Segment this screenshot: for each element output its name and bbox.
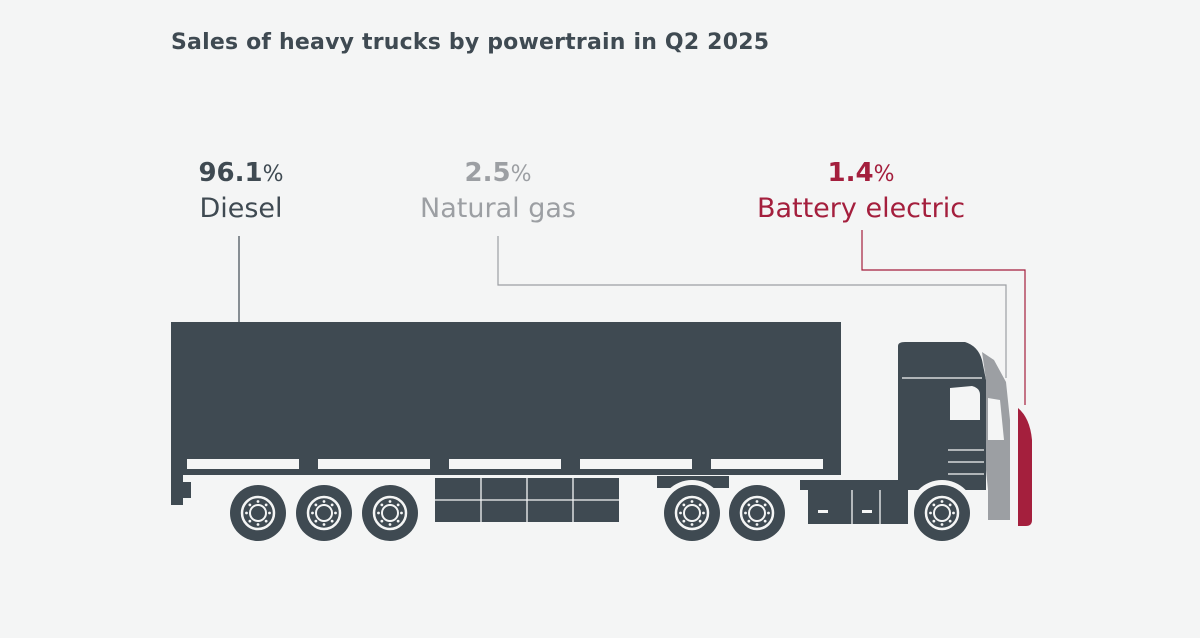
trailer-rail-slots [187,459,823,469]
wheel-icon [659,480,725,546]
category-natural-gas: Natural gas [420,193,576,224]
wheel-icon [225,480,291,546]
wheel-icon [291,480,357,546]
trailer-box [171,322,841,453]
toolbox-seams [435,478,619,522]
value-battery-electric: 1.4% [731,158,991,190]
cab-body [898,342,986,490]
fuel-tank [808,490,908,524]
value-unit-battery-electric: % [873,162,895,187]
value-unit-natural-gas: % [510,162,532,187]
trailer-rear-bumper [171,475,183,505]
label-battery-electric: 1.4% Battery electric [731,158,991,226]
category-diesel: Diesel [199,193,283,224]
leader-line-battery-electric [861,230,1026,405]
wheel-icon [724,480,790,546]
cab-grille [948,449,984,475]
value-number-battery-electric: 1.4 [827,158,874,188]
cab-window [950,386,980,420]
wheels [225,480,975,546]
label-natural-gas: 2.5% Natural gas [398,158,598,226]
value-diesel: 96.1% [171,158,311,190]
fuel-tank-seams [851,490,881,524]
value-number-natural-gas: 2.5 [464,158,511,188]
tractor [800,342,1032,526]
chassis [800,480,910,490]
trailer [171,322,841,522]
leader-line-natural-gas [497,236,1007,378]
label-diesel: 96.1% Diesel [171,158,311,226]
segment-battery-electric [1018,408,1032,526]
value-natural-gas: 2.5% [398,158,598,190]
trailer-light [183,482,191,498]
value-number-diesel: 96.1 [198,158,263,188]
category-battery-electric: Battery electric [756,193,966,224]
chart-title: Sales of heavy trucks by powertrain in Q… [171,30,770,55]
wheel-icon [357,480,423,546]
value-unit-diesel: % [262,162,284,187]
wheel-icon [909,480,975,546]
